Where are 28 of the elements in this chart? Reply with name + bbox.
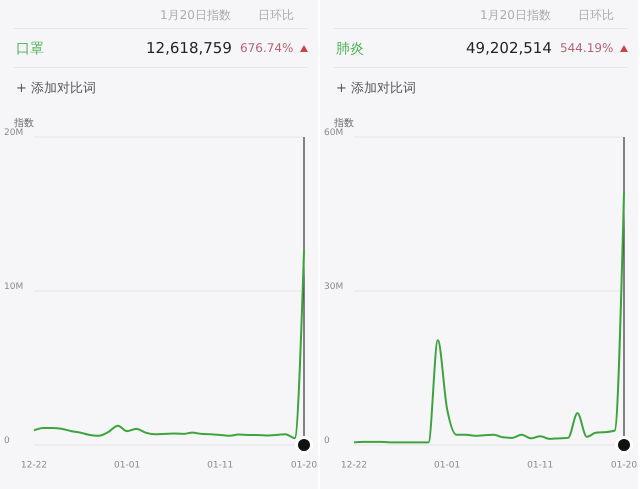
text: 日环比: [578, 7, 614, 24]
text: 544.19%: [560, 41, 614, 55]
text: + 添加对比词: [16, 80, 96, 97]
x-tick-label: 01-20: [290, 460, 318, 470]
text: 1月20日指数: [160, 7, 231, 24]
x-tick-label: 01-01: [114, 460, 140, 470]
chart-title: 肺炎: [336, 40, 364, 58]
y-tick-label: 30M: [324, 282, 344, 292]
text: 日环比: [258, 7, 294, 24]
x-tick-label: 01-20: [610, 460, 638, 470]
chart-title: 口罩: [16, 40, 44, 58]
y-axis-title: 指数: [334, 116, 354, 129]
x-tick-label: 01-11: [527, 460, 554, 470]
y-tick-label: 0: [324, 436, 330, 446]
y-axis-title: 指数: [14, 116, 34, 129]
y-tick-label: 10M: [4, 282, 24, 292]
x-tick-label: 12-22: [20, 460, 48, 470]
text: 1月20日指数: [480, 7, 551, 24]
y-tick-label: 0: [4, 436, 10, 446]
y-tick-label: 20M: [4, 128, 24, 138]
text: 12,618,759: [146, 39, 232, 57]
y-tick-label: 60M: [324, 128, 344, 138]
x-tick-label: 01-11: [207, 460, 234, 470]
text: + 添加对比词: [336, 80, 416, 97]
text: 676.74%: [240, 41, 294, 55]
text: 49,202,514: [466, 39, 552, 57]
x-tick-label: 01-01: [434, 460, 460, 470]
x-tick-label: 12-22: [340, 460, 368, 470]
